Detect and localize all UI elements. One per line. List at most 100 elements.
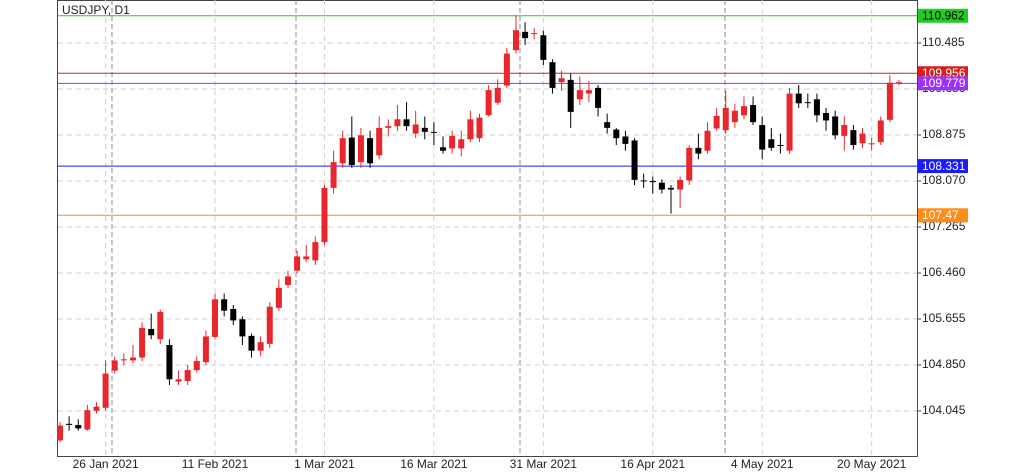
candle-body — [458, 139, 465, 149]
level-label-box — [918, 76, 968, 91]
candle-body — [284, 276, 291, 285]
candle-body — [266, 306, 273, 344]
candle-body — [549, 62, 556, 88]
level-label-box — [918, 8, 968, 23]
candle-body — [832, 116, 839, 136]
candle-body — [193, 360, 200, 371]
candle-body — [257, 342, 264, 351]
candle-body — [485, 90, 492, 116]
candle-body — [649, 181, 656, 183]
candle-body — [184, 370, 191, 381]
candle-body — [248, 335, 255, 351]
candle-body — [157, 311, 164, 340]
y-tick-label: 108.070 — [922, 173, 966, 187]
candle-body — [166, 344, 173, 380]
candle-body — [686, 147, 693, 181]
candle-body — [394, 119, 401, 127]
plot-frame — [57, 0, 918, 457]
candle-body — [823, 113, 830, 121]
level-label: 107.47 — [922, 208, 959, 222]
candle-body — [503, 53, 510, 86]
candle-body — [403, 119, 410, 127]
candle-body — [421, 127, 428, 132]
candle-body — [585, 90, 592, 94]
y-tick-label: 110.485 — [922, 35, 965, 49]
candle-body — [275, 287, 282, 308]
candle-body — [850, 130, 857, 146]
candle-body — [239, 319, 246, 337]
candle-body — [376, 127, 383, 156]
candle-body — [512, 30, 519, 51]
candle-body — [148, 328, 155, 336]
candle-body — [722, 107, 729, 131]
level-label-box — [918, 159, 968, 174]
candle-body — [348, 137, 355, 166]
candle-body — [312, 242, 319, 261]
candle-body — [731, 110, 738, 123]
y-tick-label: 106.460 — [922, 265, 966, 279]
candle-body — [84, 410, 91, 430]
x-tick-label: 4 May 2021 — [731, 457, 794, 471]
candle-body — [558, 78, 565, 83]
level-label: 108.331 — [922, 159, 966, 173]
candle-body — [440, 147, 447, 151]
candle-body — [531, 33, 538, 35]
candle-body — [768, 139, 775, 148]
candle-body — [604, 122, 611, 128]
level-label: 110.962 — [922, 8, 965, 22]
candle-body — [813, 99, 820, 116]
candle-body — [759, 125, 766, 150]
candle-body — [476, 117, 483, 139]
candle-body — [93, 406, 100, 411]
x-tick-label: 20 May 2021 — [837, 457, 907, 471]
y-tick-label: 108.875 — [922, 127, 966, 141]
candle-body — [540, 35, 547, 60]
candle-body — [713, 115, 720, 129]
y-tick-label: 105.655 — [922, 311, 966, 325]
candle-body — [522, 31, 529, 39]
candle-body — [576, 90, 583, 100]
candle-body — [202, 336, 209, 363]
candle-body — [321, 187, 328, 243]
candle-body — [704, 130, 711, 151]
candle-body — [777, 145, 784, 147]
candle-body — [658, 182, 665, 190]
candle-body — [430, 131, 437, 133]
chart-title: USDJPY, D1 — [62, 3, 130, 17]
x-tick-label: 16 Mar 2021 — [400, 457, 468, 471]
candle-body — [750, 105, 757, 123]
candle-body — [886, 82, 893, 120]
level-label: 109.779 — [922, 76, 966, 90]
candle-body — [804, 102, 811, 104]
candle-body — [111, 360, 118, 371]
candle-body — [896, 82, 902, 84]
candle-body — [75, 424, 82, 429]
y-tick-label: 107.265 — [922, 219, 966, 233]
candle-body — [613, 129, 620, 139]
candle-body — [175, 379, 182, 382]
x-tick-label: 1 Mar 2021 — [294, 457, 355, 471]
candle-body — [102, 373, 109, 408]
candle-body — [640, 180, 647, 182]
candle-body — [841, 125, 848, 136]
candle-body — [221, 299, 228, 311]
candle-body — [595, 87, 602, 108]
candle-body — [367, 138, 374, 164]
y-tick-label: 104.850 — [922, 357, 966, 371]
candle-body — [230, 308, 237, 321]
candle-body — [120, 359, 127, 361]
candle-body — [66, 423, 73, 425]
candle-body — [631, 140, 638, 180]
candle-body — [303, 256, 310, 260]
candle-body — [795, 93, 802, 104]
candle-body — [467, 119, 474, 140]
x-tick-label: 26 Jan 2021 — [73, 457, 139, 471]
candle-body — [695, 147, 702, 154]
candle-body — [357, 135, 364, 163]
level-label-box — [918, 208, 968, 223]
y-tick-label: 104.045 — [922, 403, 966, 417]
candle-body — [139, 327, 146, 358]
candle-body — [449, 135, 456, 149]
